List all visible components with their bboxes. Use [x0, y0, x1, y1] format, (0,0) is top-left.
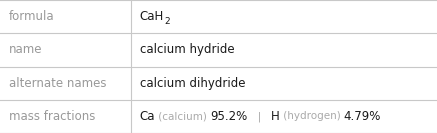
Text: 95.2%: 95.2%	[211, 110, 248, 123]
Text: 2: 2	[164, 17, 170, 26]
Text: calcium hydride: calcium hydride	[140, 43, 235, 56]
Text: alternate names: alternate names	[9, 77, 106, 90]
Text: formula: formula	[9, 10, 54, 23]
Text: |: |	[248, 111, 271, 122]
Text: H: H	[271, 110, 280, 123]
Text: (hydrogen): (hydrogen)	[280, 111, 343, 121]
Text: 4.79%: 4.79%	[343, 110, 381, 123]
Text: CaH: CaH	[140, 10, 164, 23]
Text: name: name	[9, 43, 42, 56]
Text: (calcium): (calcium)	[155, 111, 211, 121]
Text: Ca: Ca	[140, 110, 155, 123]
Text: calcium dihydride: calcium dihydride	[140, 77, 245, 90]
Text: mass fractions: mass fractions	[9, 110, 95, 123]
